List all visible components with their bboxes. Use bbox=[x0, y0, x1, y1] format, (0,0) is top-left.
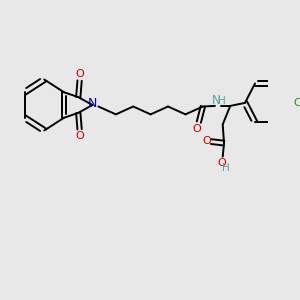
Text: O: O bbox=[217, 158, 226, 168]
Text: H: H bbox=[218, 95, 226, 106]
Text: O: O bbox=[75, 69, 84, 79]
Text: N: N bbox=[212, 94, 221, 107]
Text: O: O bbox=[75, 131, 84, 141]
Text: H: H bbox=[222, 163, 230, 173]
Text: O: O bbox=[192, 124, 201, 134]
Text: N: N bbox=[88, 97, 97, 110]
Text: O: O bbox=[202, 136, 211, 146]
Text: Cl: Cl bbox=[293, 98, 300, 108]
